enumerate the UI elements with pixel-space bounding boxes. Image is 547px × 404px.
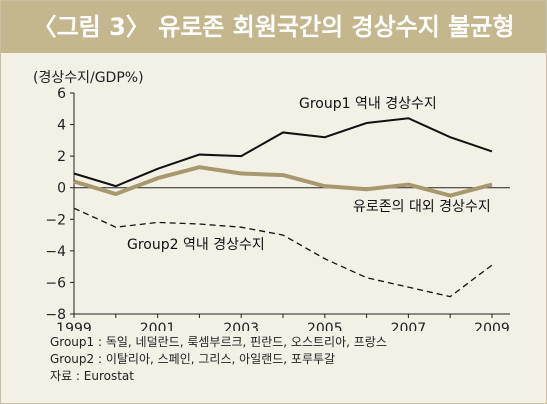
x-tick-label: 2007 xyxy=(391,321,427,331)
y-tick-label: 6 xyxy=(57,86,66,102)
x-tick-label: 2001 xyxy=(140,321,176,331)
series-line-1 xyxy=(73,165,493,198)
y-tick-label: 4 xyxy=(57,118,66,134)
y-tick-label: −4 xyxy=(45,244,66,260)
note-source: 자료 : Eurostat xyxy=(50,369,134,383)
y-tick-label: −6 xyxy=(45,275,66,291)
y-tick-label: 2 xyxy=(57,149,66,165)
x-tick-label: 2009 xyxy=(474,321,510,331)
note-group1: Group1 : 독일, 네덜란드, 룩셈부르크, 핀란드, 오스트리아, 프랑… xyxy=(50,335,387,349)
x-tick-label: 2005 xyxy=(307,321,343,331)
series-label-2: Group2 역내 경상수지 xyxy=(127,237,265,253)
figure-title: 〈그림 3〉 유로존 회원국간의 경상수지 불균형 xyxy=(32,13,515,41)
x-tick-label: 1999 xyxy=(56,321,92,331)
y-tick-label: −2 xyxy=(45,212,66,228)
note-group2: Group2 : 이탈리아, 스페인, 그리스, 아일랜드, 포루투갈 xyxy=(50,352,336,366)
series-label-1: 유로존의 대외 경상수지 xyxy=(353,199,491,215)
series-line-2 xyxy=(73,207,493,298)
x-tick-label: 2003 xyxy=(223,321,259,331)
chart-series xyxy=(73,117,493,298)
y-axis-unit-label: (경상수지/GDP%) xyxy=(33,70,144,86)
series-line-0 xyxy=(73,117,493,188)
y-tick-label: 0 xyxy=(57,181,66,197)
figure-header: 〈그림 3〉 유로존 회원국간의 경상수지 불균형 xyxy=(1,1,546,53)
figure-notes: Group1 : 독일, 네덜란드, 룩셈부르크, 핀란드, 오스트리아, 프랑… xyxy=(50,334,387,385)
y-tick-label: −8 xyxy=(45,307,66,323)
series-label-0: Group1 역내 경상수지 xyxy=(299,96,437,112)
